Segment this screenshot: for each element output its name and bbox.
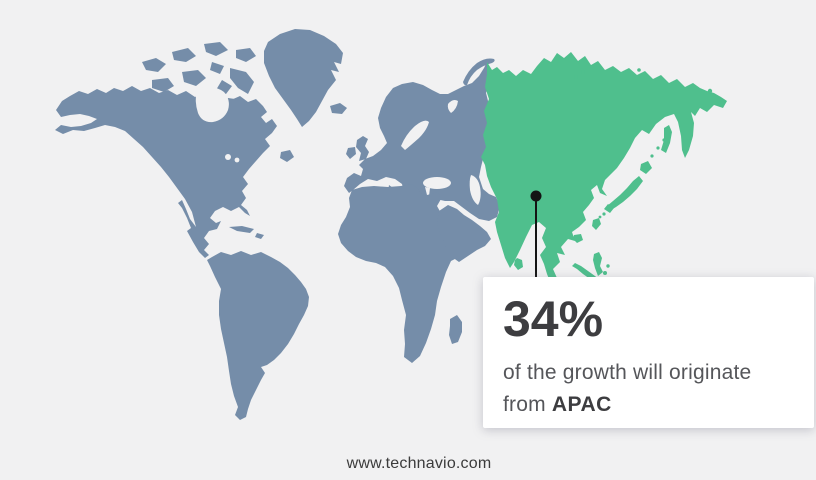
map-baltic-sea <box>401 120 429 150</box>
map-newfoundland <box>280 150 294 162</box>
map-sakhalin <box>661 125 672 153</box>
map-greenland <box>264 29 343 127</box>
map-great-lakes <box>225 154 231 160</box>
map-arctic-siberian-islands <box>637 68 641 72</box>
map-madagascar <box>449 315 462 344</box>
stat-value: 34% <box>503 291 604 347</box>
map-great-lakes <box>234 157 240 163</box>
map-great-britain <box>356 136 369 161</box>
stat-description-line1: of the growth will originate <box>503 360 752 384</box>
map-japan-hokkaido <box>640 161 652 174</box>
map-wrangel-island <box>707 88 713 94</box>
map-ryukyu-islands <box>598 215 602 219</box>
stat-card: 34% of the growth will originate from AP… <box>483 277 814 428</box>
map-hudson-bay <box>195 87 229 123</box>
map-arctic-siberian-islands <box>581 70 585 74</box>
map-ryukyu-islands <box>602 212 606 216</box>
map-hispaniola <box>255 233 264 239</box>
map-caspian-sea <box>469 175 481 205</box>
map-japan-honshu <box>607 176 643 210</box>
stat-description-prefix: from <box>503 392 546 416</box>
map-arabian-peninsula <box>437 205 491 262</box>
map-philippines <box>603 271 607 275</box>
map-south-america <box>207 251 309 420</box>
map-cuba <box>229 226 254 233</box>
map-arctic-siberian-islands <box>574 75 578 79</box>
map-hainan <box>573 234 583 243</box>
map-arctic-islands <box>142 42 256 108</box>
map-philippines <box>593 252 603 276</box>
map-sri-lanka <box>514 258 523 270</box>
map-black-sea <box>423 177 451 189</box>
map-africa <box>338 184 471 363</box>
map-taiwan <box>592 218 601 230</box>
map-kuril-islands <box>650 154 654 158</box>
map-ireland <box>346 147 356 159</box>
apac-marker-dot <box>530 190 542 202</box>
map-kuril-islands <box>662 138 666 142</box>
map-apac-asia-mainland <box>481 52 727 284</box>
map-north-america <box>55 86 277 258</box>
map-arctic-siberian-islands <box>629 71 635 77</box>
map-kuril-islands <box>656 146 660 150</box>
map-iceland <box>330 103 347 114</box>
map-white-sea <box>447 100 458 113</box>
map-europe-middle-east <box>344 62 500 221</box>
stat-description-line2: from APAC <box>503 389 794 421</box>
source-url: www.technavio.com <box>346 455 492 472</box>
map-japan-kyushu <box>604 204 614 213</box>
map-novaya-zemlya <box>463 58 495 86</box>
stat-region-name: APAC <box>551 392 612 416</box>
map-philippines <box>606 264 610 268</box>
